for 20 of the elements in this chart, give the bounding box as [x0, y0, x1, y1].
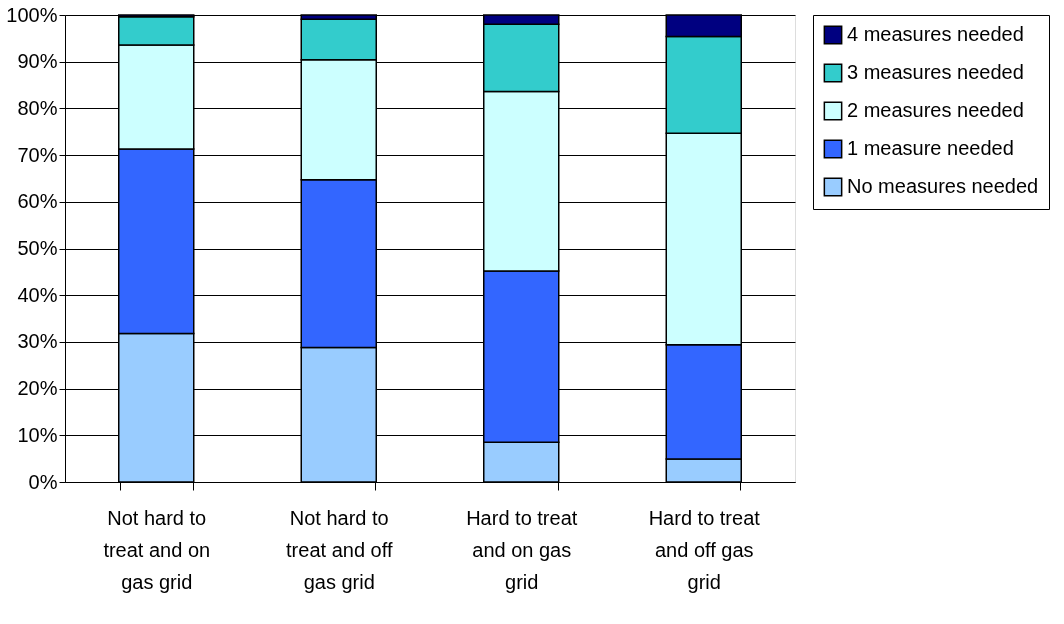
y-tick-label: 10% [17, 423, 58, 446]
y-tick-label: 20% [17, 377, 58, 400]
y-tick-label: 0% [28, 470, 58, 493]
legend-label: No measures needed [847, 175, 1039, 197]
y-tick-label: 80% [17, 96, 58, 119]
x-tick-label: Hard to treat and on gas grid [466, 506, 578, 593]
y-tick-label: 40% [17, 283, 58, 306]
y-tick-label: 90% [17, 50, 58, 73]
legend-label: 4 measures needed [847, 23, 1024, 45]
x-tick-label: Not hard to treat and on gas grid [103, 506, 211, 593]
y-tick-label: 100% [6, 3, 58, 26]
y-tick-label: 60% [17, 190, 58, 213]
x-tick-label: Hard to treat and off gas grid [648, 506, 761, 593]
x-tick-label: Not hard to treat and off gas grid [286, 506, 393, 593]
legend-label: 2 measures needed [847, 99, 1024, 121]
y-tick-label: 30% [17, 330, 58, 353]
legend-label: 1 measure needed [847, 137, 1014, 159]
y-tick-label: 50% [17, 237, 58, 259]
legend-label: 3 measures needed [847, 61, 1024, 83]
y-tick-label: 70% [17, 143, 58, 166]
